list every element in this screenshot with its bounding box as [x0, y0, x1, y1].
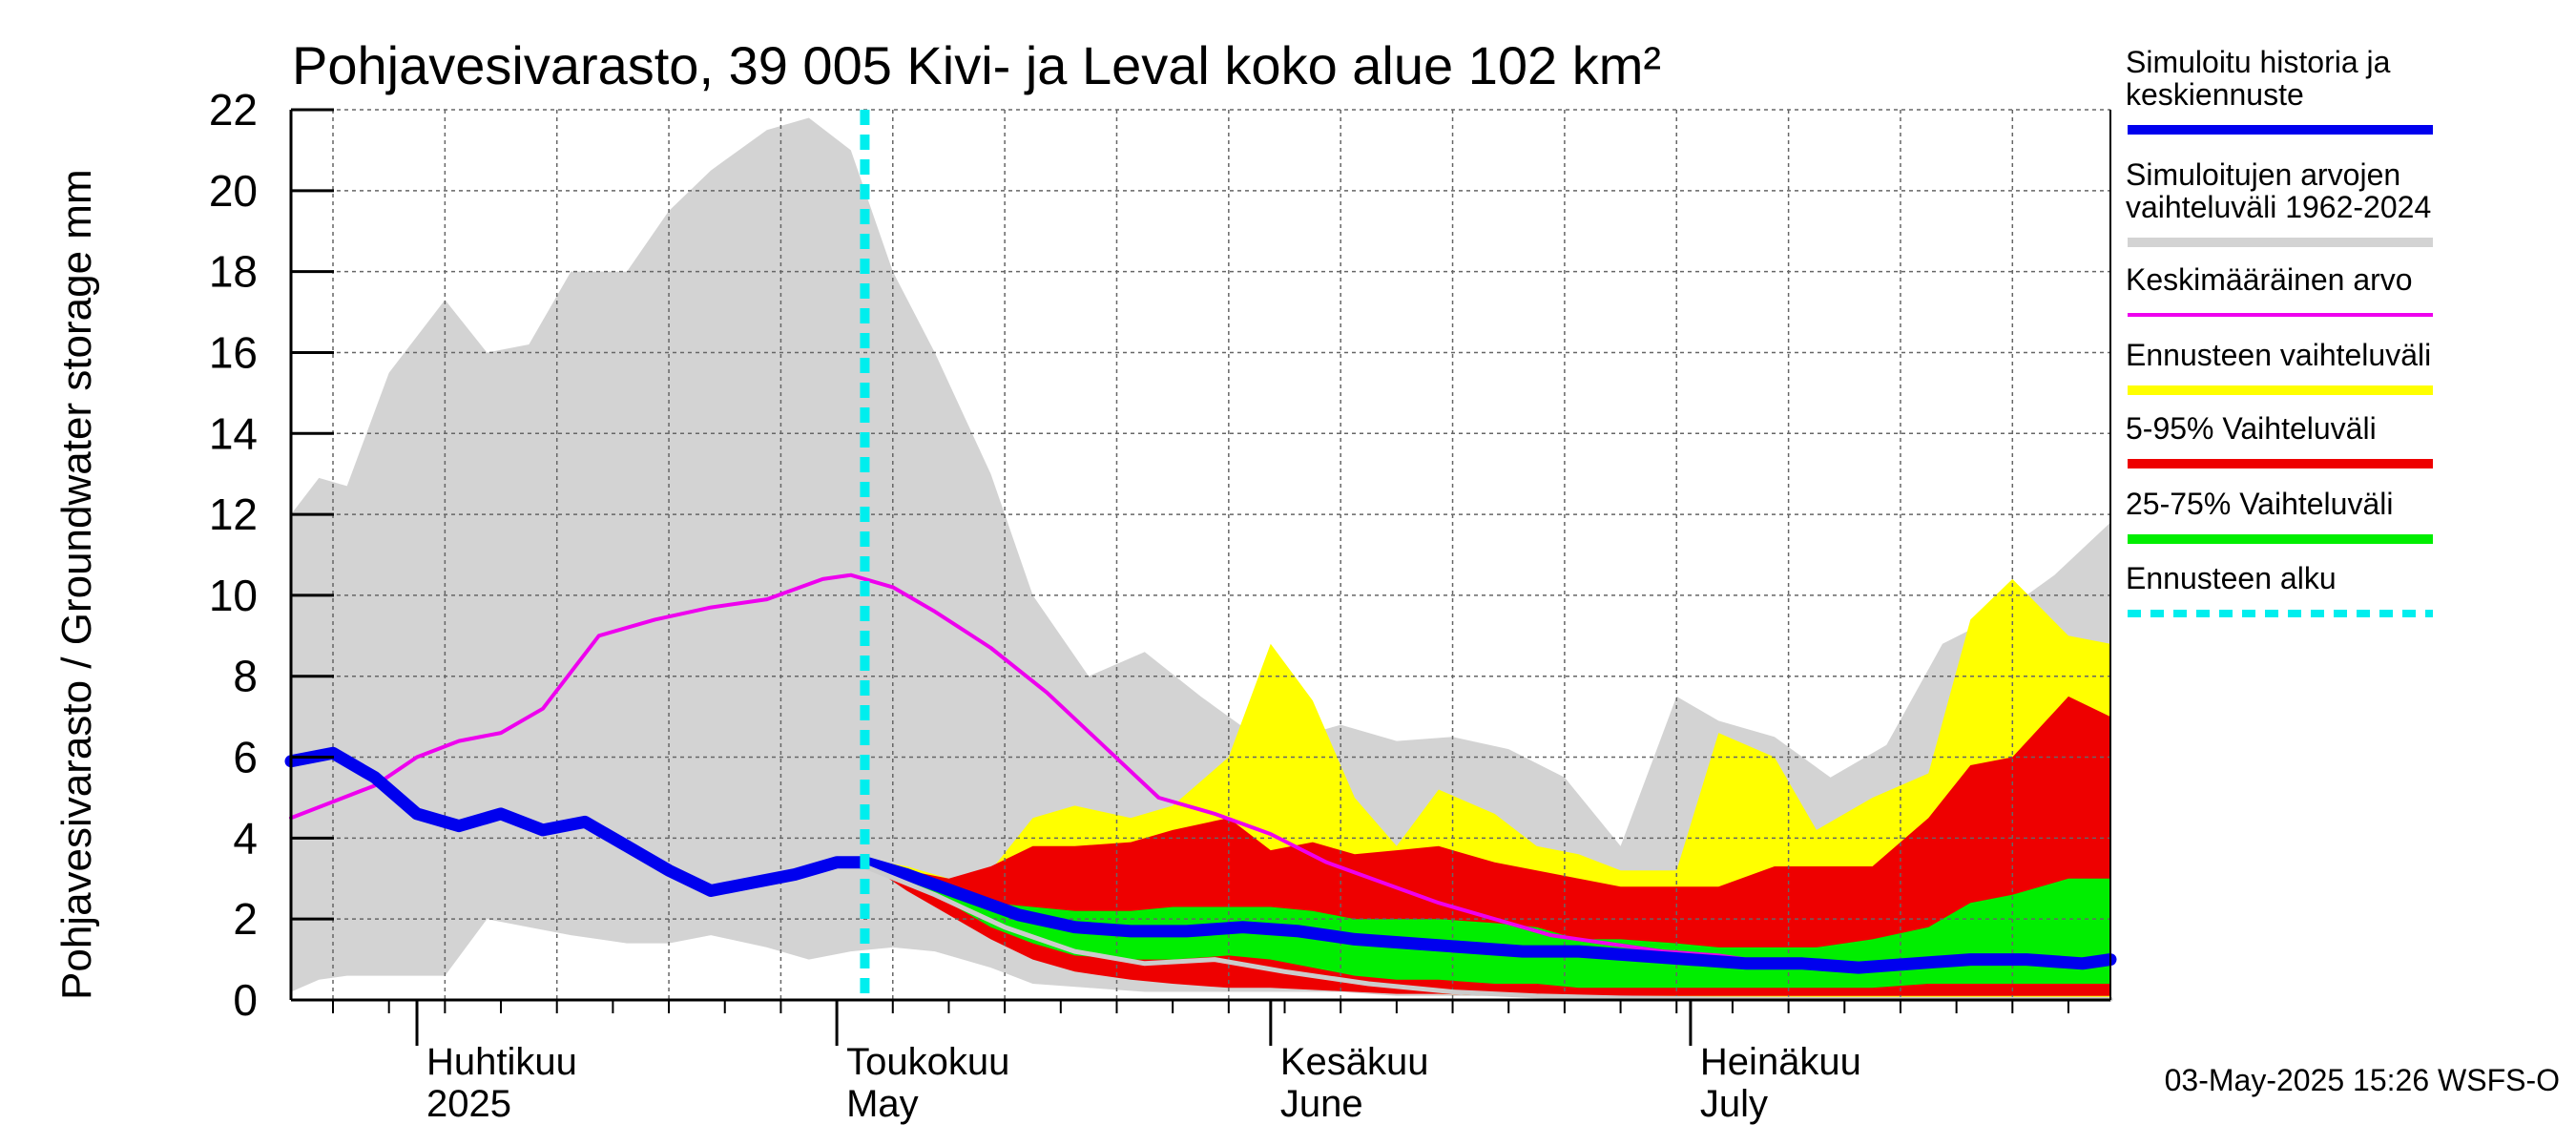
legend-label-1: Simuloitujen arvojen vaihteluväli 1962-20…	[2126, 157, 2431, 224]
legend-label-2: Keskimääräinen arvo	[2126, 262, 2413, 297]
grid-layer	[291, 109, 2110, 1000]
month-label-fi: Huhtikuu	[426, 1041, 577, 1083]
month-label-en: June	[1280, 1083, 1363, 1125]
y-tick-label: 6	[233, 733, 258, 782]
y-tick-label: 20	[209, 166, 258, 216]
legend: Simuloitu historia ja keskiennuste Simuloi…	[2126, 45, 2433, 617]
y-tick-label: 16	[209, 327, 258, 377]
y-tick-label: 22	[209, 85, 258, 135]
legend-label-0: Simuloitu historia ja keskiennuste	[2126, 45, 2391, 112]
line-simuloitu-historia-ja-keskiennuste	[284, 746, 2117, 974]
y-tick-label: 0	[233, 975, 258, 1025]
y-tick-label: 12	[209, 489, 258, 539]
y-tick-label: 10	[209, 571, 258, 620]
month-label-fi: Kesäkuu	[1280, 1041, 1429, 1083]
band-simulaitujen-arvojen-vaihteluv-li-1962-2024	[291, 117, 2110, 996]
band-25-75-vaihteluv-li	[864, 862, 2110, 989]
month-label-en: May	[846, 1083, 919, 1125]
y-tick-label: 2	[233, 894, 258, 944]
month-label-en: 2025	[426, 1083, 511, 1125]
legend-label-3: Ennusteen vaihteluväli	[2126, 338, 2431, 372]
y-tick-label: 8	[233, 652, 258, 701]
y-tick-label: 18	[209, 247, 258, 297]
legend-label-4: 5-95% Vaihteluväli	[2126, 411, 2377, 446]
y-axis-label: Pohjavesivarasto / Groundwater storage m…	[53, 169, 100, 1000]
month-label-fi: Heinäkuu	[1700, 1041, 1861, 1083]
timestamp: 03-May-2025 15:26 WSFS-O	[2165, 1063, 2560, 1097]
y-tick-label: 14	[209, 408, 258, 458]
band-layer	[291, 117, 2110, 1000]
y-tick-label: 4	[233, 813, 258, 863]
legend-label-5: 25-75% Vaihteluväli	[2126, 487, 2393, 521]
chart-title: Pohjavesivarasto, 39 005 Kivi- ja Leval …	[292, 35, 1661, 95]
month-label-en: July	[1700, 1083, 1768, 1125]
month-label-fi: Toukokuu	[846, 1041, 1009, 1083]
legend-label-6: Ennusteen alku	[2126, 561, 2337, 595]
